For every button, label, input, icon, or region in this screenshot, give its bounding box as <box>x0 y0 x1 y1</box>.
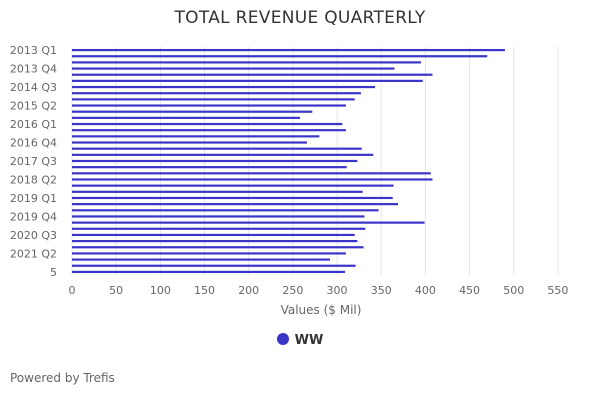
bar-2013-q2[interactable] <box>72 55 488 58</box>
bar-2014-q4[interactable] <box>72 92 361 95</box>
bar-2015-q2[interactable] <box>72 104 346 107</box>
bar-2021-q4[interactable] <box>72 264 356 267</box>
y-tick-label: 2016 Q4 <box>10 137 57 150</box>
bar-2014-q1[interactable] <box>72 73 433 76</box>
y-tick-label: 2013 Q4 <box>10 63 57 76</box>
y-tick-label: 2019 Q4 <box>10 210 57 223</box>
bar-2018-q1[interactable] <box>72 172 431 175</box>
x-tick-label: 200 <box>238 284 259 297</box>
x-tick-label: 450 <box>459 284 480 297</box>
y-tick-label: 2014 Q3 <box>10 81 57 94</box>
bar-2016-q1[interactable] <box>72 122 343 126</box>
bar-2017-q4[interactable] <box>72 166 347 169</box>
bar-2017-q2[interactable] <box>72 153 374 156</box>
bar-2015-q3[interactable] <box>72 110 313 113</box>
bar-2019-q4[interactable] <box>72 215 365 218</box>
bar-2019-q3[interactable] <box>72 209 379 212</box>
bar-2014-q3[interactable] <box>72 85 376 89</box>
y-tick-label: 2018 Q2 <box>10 173 57 186</box>
legend-marker-icon <box>276 333 289 345</box>
bar-2014-q2[interactable] <box>72 79 423 82</box>
y-tick-label: 2020 Q3 <box>10 229 57 242</box>
y-tick-label: 2019 Q1 <box>10 192 57 205</box>
bar-2018-q3[interactable] <box>72 184 394 187</box>
bar-2021-q3[interactable] <box>72 258 330 261</box>
x-tick-label: 0 <box>69 284 76 297</box>
y-tick-label: 2017 Q3 <box>10 155 57 168</box>
powered-by-credit[interactable]: Powered by Trefis <box>10 371 115 385</box>
bar-2018-q2[interactable] <box>72 178 433 181</box>
bar-2021-q1[interactable] <box>72 246 364 249</box>
bar-2015-q4[interactable] <box>72 116 300 119</box>
bar-2016-q2[interactable] <box>72 129 346 132</box>
bar-2013-q4[interactable] <box>72 67 395 70</box>
legend[interactable]: WW <box>0 333 600 348</box>
bar-2018-q4[interactable] <box>72 190 363 193</box>
bar-2016-q3[interactable] <box>72 135 320 138</box>
y-tick-label: 2013 Q1 <box>10 44 57 57</box>
bar-2020-q4[interactable] <box>72 240 358 243</box>
x-tick-label: 150 <box>194 284 215 297</box>
bar-2015-q1[interactable] <box>72 98 355 101</box>
bar-5[interactable] <box>72 270 345 274</box>
x-tick-label: 500 <box>503 284 524 297</box>
y-tick-label: 2016 Q1 <box>10 118 57 131</box>
x-tick-label: 400 <box>415 284 436 297</box>
y-tick-label: 2015 Q2 <box>10 100 57 113</box>
x-axis-tick-labels: 0 50 100 150 200 250 300 350 400 450 500 550 <box>69 284 569 297</box>
y-axis-tick-labels: 2013 Q1 2013 Q4 2014 Q3 2015 Q2 2016 Q1 2016 … <box>10 44 57 279</box>
bar-2019-q2[interactable] <box>72 203 399 206</box>
bar-2013-q3[interactable] <box>72 61 421 64</box>
x-tick-label: 550 <box>547 284 568 297</box>
x-tick-label: 350 <box>371 284 392 297</box>
x-axis-label: Values ($ Mil) <box>281 303 362 317</box>
x-tick-label: 300 <box>327 284 348 297</box>
bars <box>72 48 505 274</box>
bar-2021-q2[interactable] <box>72 252 346 255</box>
y-tick-label: 2021 Q2 <box>10 247 57 260</box>
bar-2020-q2[interactable] <box>72 227 366 230</box>
x-tick-label: 50 <box>109 284 123 297</box>
chart-title: TOTAL REVENUE QUARTERLY <box>174 8 426 28</box>
bar-2013-q1[interactable] <box>72 48 505 52</box>
x-tick-label: 100 <box>150 284 171 297</box>
bar-2020-q3[interactable] <box>72 233 355 237</box>
bar-2017-q3[interactable] <box>72 159 358 163</box>
x-tick-label: 250 <box>282 284 303 297</box>
legend-label: WW <box>294 333 324 348</box>
bar-2019-q1[interactable] <box>72 196 393 200</box>
bar-2016-q4[interactable] <box>72 141 308 144</box>
bar-2020-q1[interactable] <box>72 221 425 224</box>
y-tick-label: 5 <box>50 266 57 279</box>
bar-2017-q1[interactable] <box>72 147 362 150</box>
